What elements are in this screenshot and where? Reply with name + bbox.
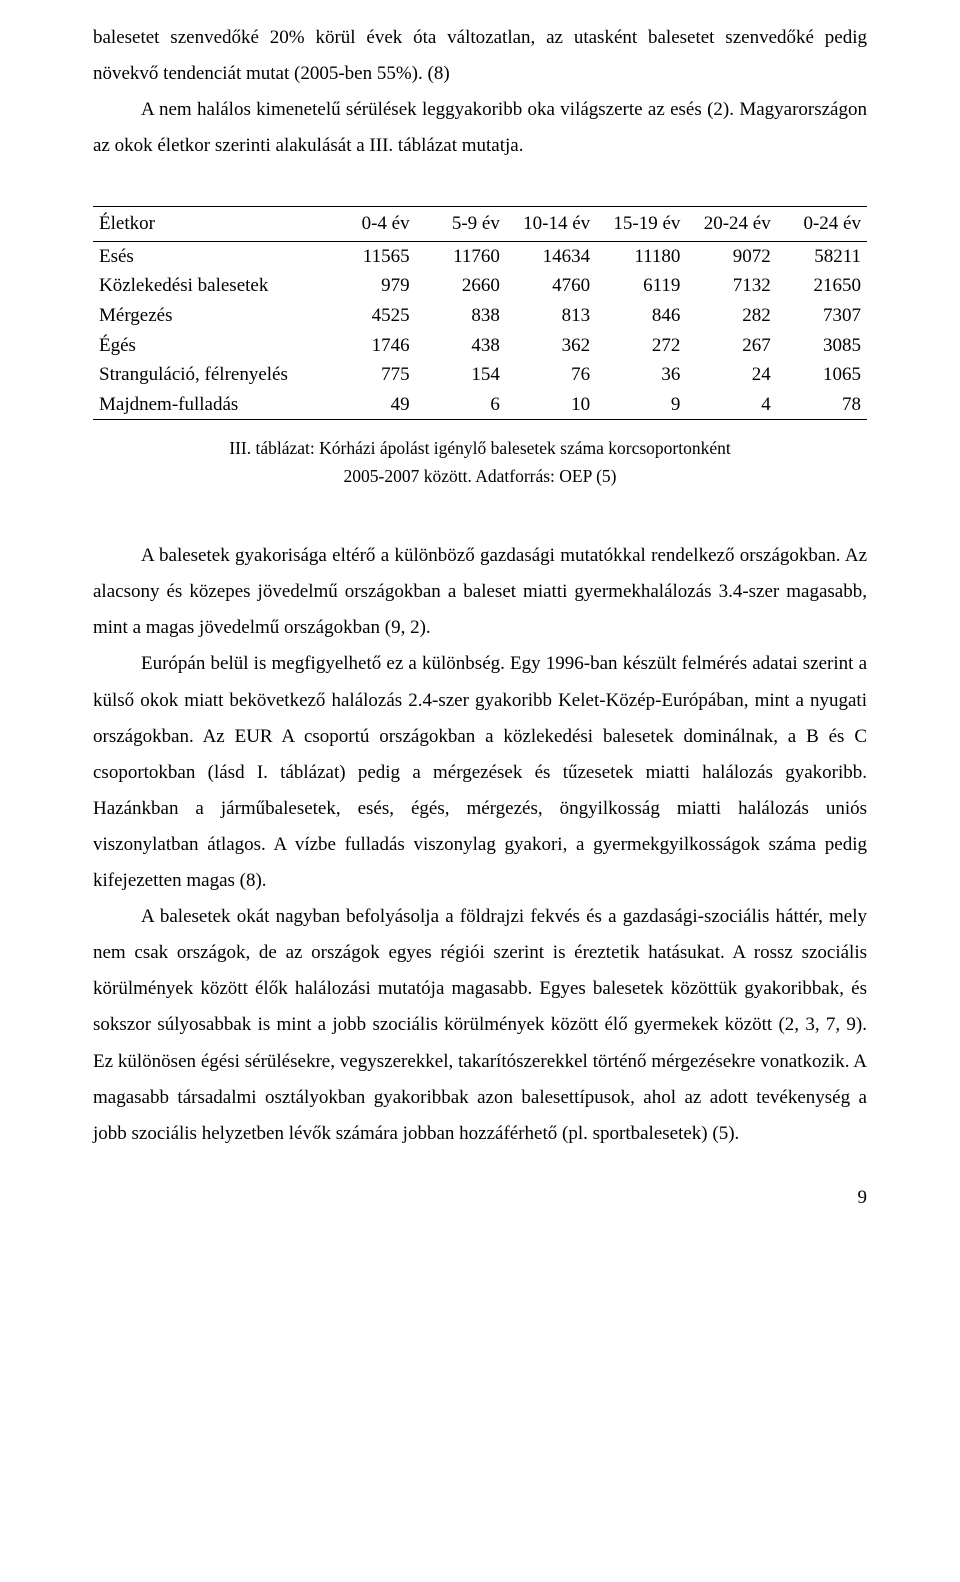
intro-paragraph-2: A nem halálos kimenetelű sérülések leggy… xyxy=(93,92,867,164)
row-label: Mérgezés xyxy=(93,301,325,331)
row-value: 76 xyxy=(506,360,596,390)
row-value: 7307 xyxy=(777,301,867,331)
row-label: Majdnem-fulladás xyxy=(93,390,325,420)
row-value: 10 xyxy=(506,390,596,420)
row-value: 438 xyxy=(416,331,506,361)
row-value: 9072 xyxy=(686,241,776,271)
table-header-col: 5-9 év xyxy=(416,207,506,242)
body-paragraph-3: A balesetek okát nagyban befolyásolja a … xyxy=(93,899,867,1152)
row-value: 49 xyxy=(325,390,415,420)
row-value: 154 xyxy=(416,360,506,390)
table-row: Égés17464383622722673085 xyxy=(93,331,867,361)
table-header-label: Életkor xyxy=(93,207,325,242)
page-number: 9 xyxy=(93,1180,867,1216)
row-value: 14634 xyxy=(506,241,596,271)
row-value: 813 xyxy=(506,301,596,331)
data-table-container: Életkor 0-4 év 5-9 év 10-14 év 15-19 év … xyxy=(93,206,867,490)
row-value: 4760 xyxy=(506,271,596,301)
row-value: 24 xyxy=(686,360,776,390)
row-value: 272 xyxy=(596,331,686,361)
row-label: Égés xyxy=(93,331,325,361)
row-value: 4 xyxy=(686,390,776,420)
row-value: 282 xyxy=(686,301,776,331)
row-value: 1065 xyxy=(777,360,867,390)
row-value: 846 xyxy=(596,301,686,331)
body-paragraph-2: Európán belül is megfigyelhető ez a külö… xyxy=(93,646,867,899)
table-body: Esés11565117601463411180907258211Közleke… xyxy=(93,241,867,419)
row-value: 775 xyxy=(325,360,415,390)
row-value: 11180 xyxy=(596,241,686,271)
row-value: 362 xyxy=(506,331,596,361)
row-value: 4525 xyxy=(325,301,415,331)
table-row: Mérgezés45258388138462827307 xyxy=(93,301,867,331)
intro-paragraph-1: balesetet szenvedőké 20% körül évek óta … xyxy=(93,20,867,92)
row-value: 838 xyxy=(416,301,506,331)
row-value: 1746 xyxy=(325,331,415,361)
table-header-col: 0-4 év xyxy=(325,207,415,242)
table-caption: III. táblázat: Kórházi ápolást igénylő b… xyxy=(93,434,867,490)
row-value: 267 xyxy=(686,331,776,361)
table-header-col: 20-24 év xyxy=(686,207,776,242)
table-header-col: 15-19 év xyxy=(596,207,686,242)
row-label: Közlekedési balesetek xyxy=(93,271,325,301)
row-label: Stranguláció, félrenyelés xyxy=(93,360,325,390)
row-value: 21650 xyxy=(777,271,867,301)
table-header-row: Életkor 0-4 év 5-9 év 10-14 év 15-19 év … xyxy=(93,207,867,242)
age-group-table: Életkor 0-4 év 5-9 év 10-14 év 15-19 év … xyxy=(93,206,867,420)
row-value: 78 xyxy=(777,390,867,420)
row-value: 6 xyxy=(416,390,506,420)
row-value: 11565 xyxy=(325,241,415,271)
row-value: 36 xyxy=(596,360,686,390)
table-row: Esés11565117601463411180907258211 xyxy=(93,241,867,271)
table-header-col: 10-14 év xyxy=(506,207,596,242)
caption-line-2: 2005-2007 között. Adatforrás: OEP (5) xyxy=(344,466,617,486)
table-header-col: 0-24 év xyxy=(777,207,867,242)
table-row: Majdnem-fulladás496109478 xyxy=(93,390,867,420)
row-label: Esés xyxy=(93,241,325,271)
row-value: 58211 xyxy=(777,241,867,271)
table-row: Közlekedési balesetek9792660476061197132… xyxy=(93,271,867,301)
row-value: 3085 xyxy=(777,331,867,361)
row-value: 2660 xyxy=(416,271,506,301)
caption-line-1: III. táblázat: Kórházi ápolást igénylő b… xyxy=(229,438,730,458)
row-value: 11760 xyxy=(416,241,506,271)
row-value: 979 xyxy=(325,271,415,301)
row-value: 7132 xyxy=(686,271,776,301)
row-value: 9 xyxy=(596,390,686,420)
row-value: 6119 xyxy=(596,271,686,301)
body-paragraph-1: A balesetek gyakorisága eltérő a különbö… xyxy=(93,538,867,646)
table-row: Stranguláció, félrenyelés775154763624106… xyxy=(93,360,867,390)
